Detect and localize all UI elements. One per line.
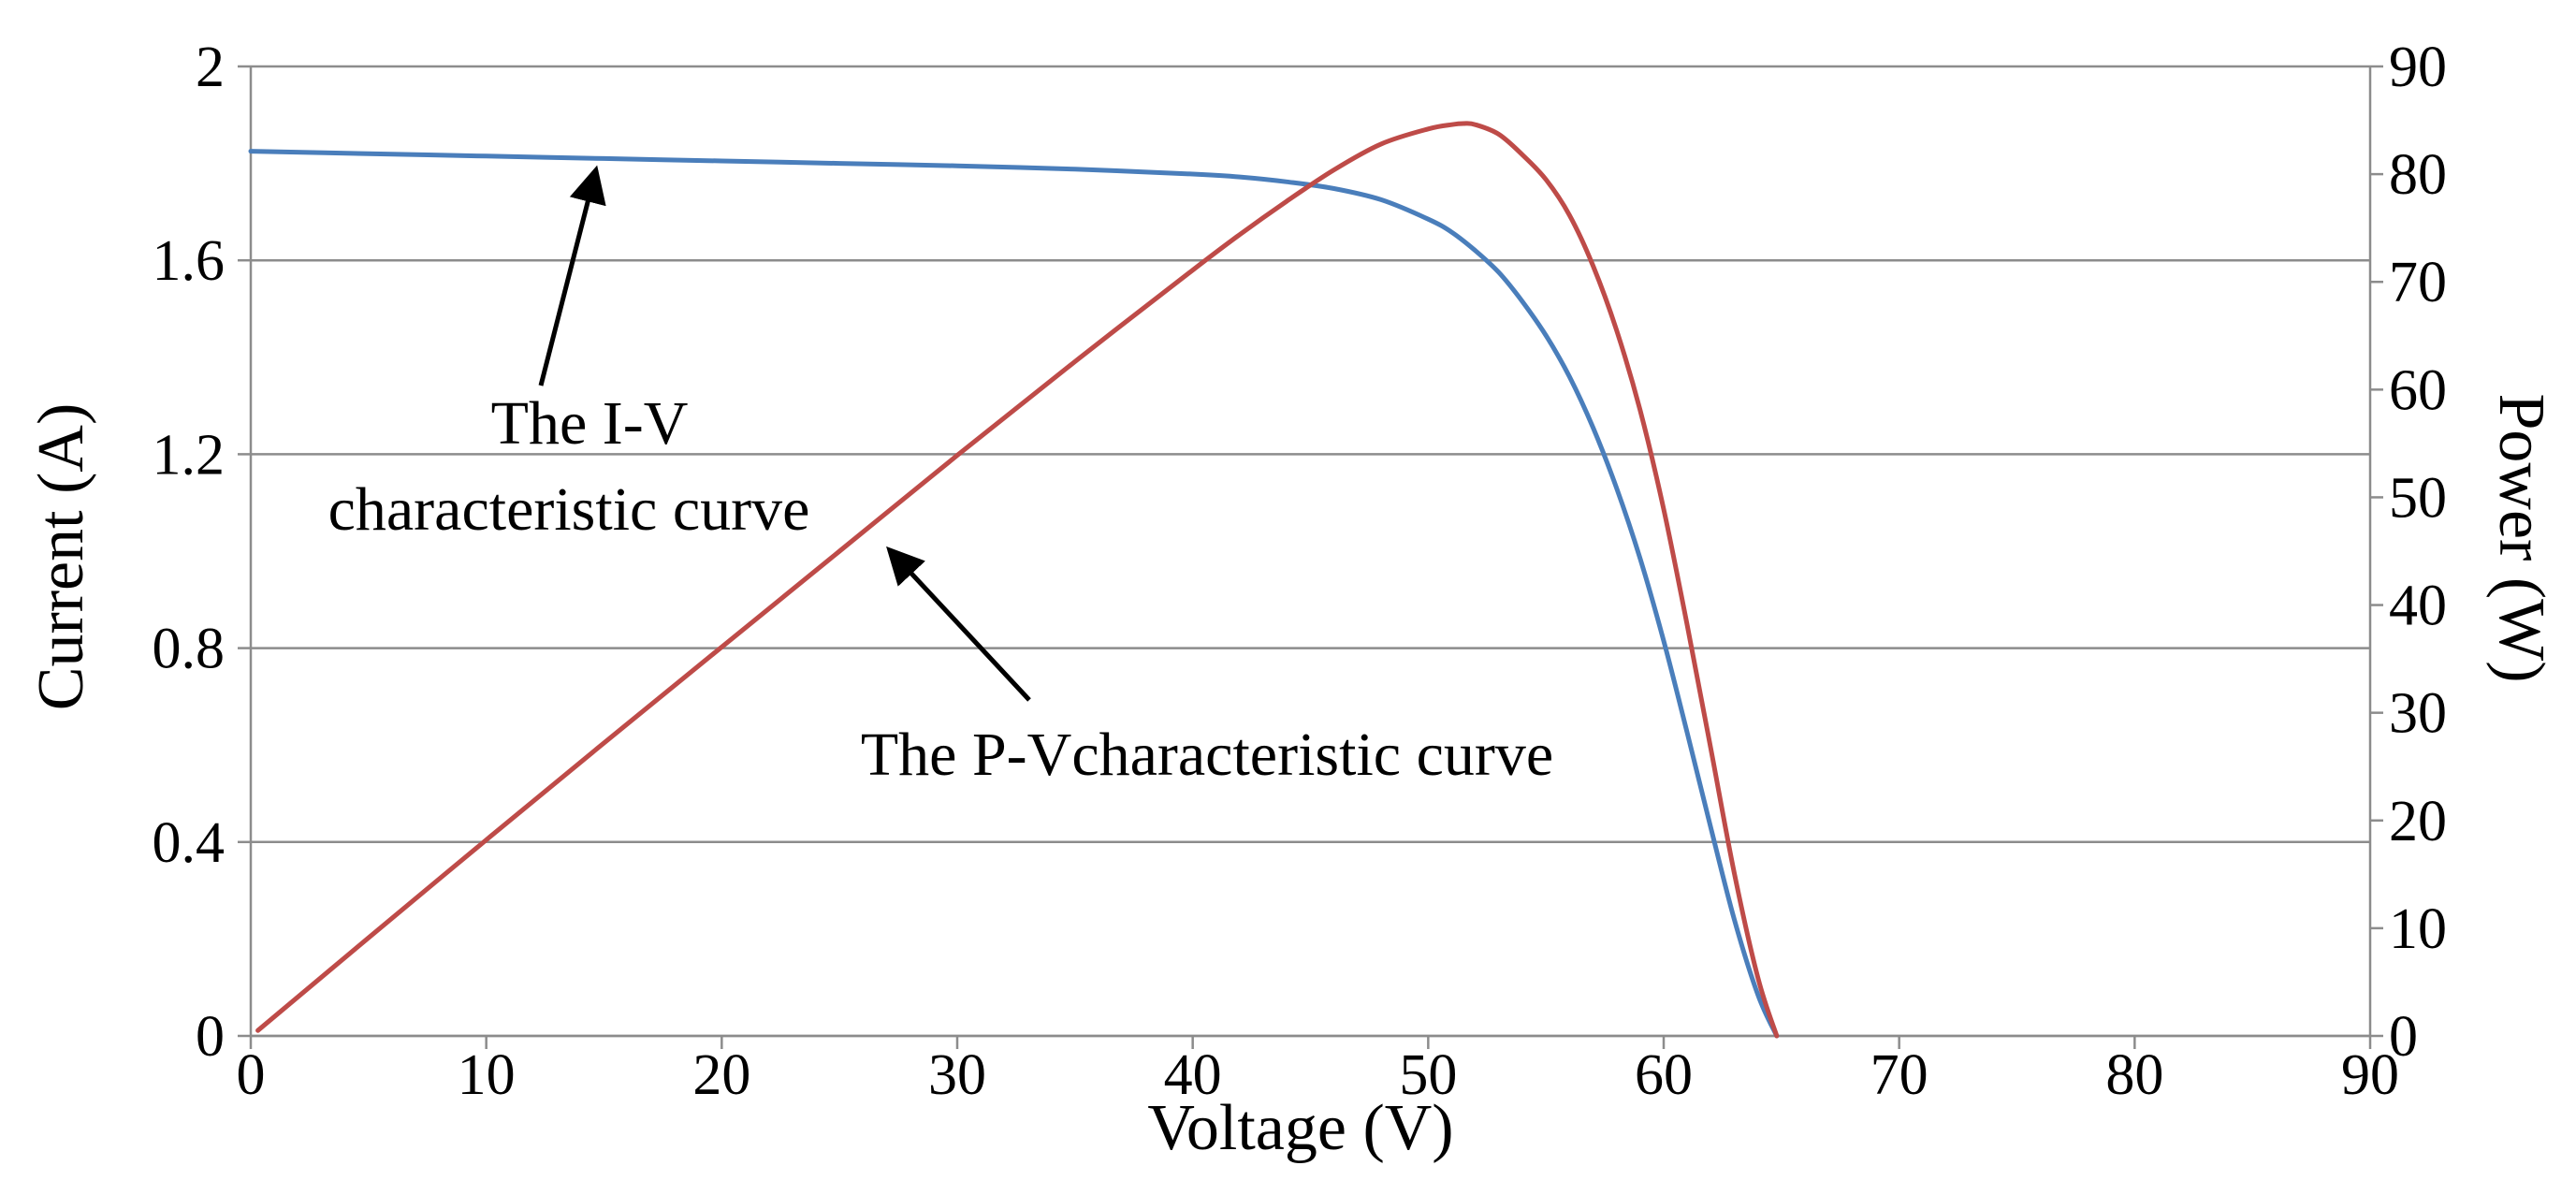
iv-annotation-line2: characteristic curve: [328, 475, 810, 544]
grid: [251, 65, 2370, 1038]
y2-tick-label: 70: [2389, 251, 2447, 314]
pv-annotation-arrow: [886, 546, 1031, 702]
x-tick-label: 50: [1399, 1043, 1457, 1107]
y-tick-label: 1.6: [153, 229, 226, 293]
y-right-tick-labels: 0 10 20 30 40 50 60 70 80 90: [2389, 36, 2447, 1069]
y2-tick-label: 90: [2389, 36, 2447, 99]
x-tick-label: 10: [458, 1043, 516, 1107]
y-axis-title: Current (A): [25, 403, 97, 711]
annotations: The I-V characteristic curve The P-Vcharac…: [328, 165, 1553, 789]
y2-tick-label: 30: [2389, 682, 2447, 746]
series-lines: [248, 121, 1780, 1039]
x-tick-label: 70: [1870, 1043, 1928, 1107]
y2-tick-label: 60: [2389, 358, 2447, 422]
axes: [238, 65, 2383, 1049]
y2-tick-label: 10: [2389, 897, 2447, 961]
y-left-tick-labels: 0 0.4 0.8 1.2 1.6 2: [153, 36, 226, 1069]
x-tick-label: 40: [1164, 1043, 1222, 1107]
pv-curve-line: [255, 121, 1780, 1039]
y2-tick-label: 20: [2389, 790, 2447, 853]
x-axis-title: Voltage (V): [1147, 1092, 1453, 1164]
x-tick-label: 30: [928, 1043, 986, 1107]
pv-annotation-label: The P-Vcharacteristic curve: [861, 721, 1553, 789]
y-tick-label: 0.4: [153, 811, 226, 875]
x-tick-label: 0: [237, 1043, 266, 1107]
x-tick-label: 80: [2105, 1043, 2163, 1107]
y-tick-label: 0.8: [153, 618, 226, 681]
y2-tick-label: 0: [2389, 1005, 2418, 1069]
iv-annotation-line1: The I-V: [491, 389, 689, 458]
y2-tick-label: 40: [2389, 575, 2447, 638]
y2-tick-label: 50: [2389, 466, 2447, 530]
y2-axis-title: Power (W): [2485, 393, 2557, 682]
y-tick-label: 1.2: [153, 423, 226, 487]
iv-annotation-arrow: [538, 165, 606, 386]
y-tick-label: 2: [196, 36, 225, 99]
x-tick-label: 60: [1635, 1043, 1693, 1107]
y2-tick-label: 80: [2389, 143, 2447, 207]
x-tick-labels: 0 10 20 30 40 50 60 70 80 90: [237, 1043, 2400, 1107]
x-tick-label: 90: [2341, 1043, 2399, 1107]
x-tick-label: 20: [692, 1043, 750, 1107]
iv-curve-line: [248, 149, 1780, 1039]
y-tick-label: 0: [196, 1005, 225, 1069]
